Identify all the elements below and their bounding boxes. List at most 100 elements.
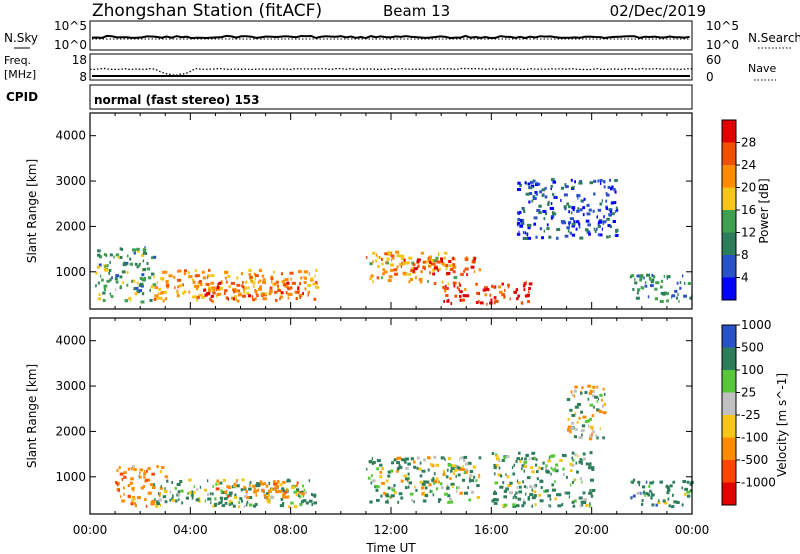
heatmap-cell [151, 272, 155, 276]
heatmap-cell [615, 206, 618, 210]
heatmap-cell [188, 275, 192, 279]
heatmap-cell [433, 266, 438, 270]
cpid-text: normal (fast stereo) 153 [94, 93, 260, 107]
heatmap-cell [285, 291, 288, 295]
heatmap-cell [123, 261, 126, 265]
heatmap-cell [445, 263, 449, 267]
heatmap-cell [533, 216, 538, 220]
heatmap-cell [451, 469, 453, 473]
heatmap-cell [459, 283, 462, 287]
heatmap-cell [245, 286, 248, 290]
heatmap-cell [527, 236, 532, 240]
heatmap-cell [594, 395, 598, 399]
heatmap-cell [597, 397, 600, 401]
heatmap-cell [400, 265, 403, 269]
heatmap-cell [103, 284, 108, 288]
heatmap-cell [496, 457, 500, 461]
heatmap-cell [654, 287, 658, 291]
heatmap-cell [289, 271, 294, 275]
heatmap-cell [381, 258, 383, 261]
heatmap-cell [194, 284, 197, 288]
heatmap-cell [469, 477, 471, 481]
heatmap-cell [273, 482, 277, 486]
heatmap-cell [195, 295, 197, 299]
heatmap-cell [416, 258, 421, 262]
heatmap-cell [371, 474, 373, 478]
heatmap-cell [96, 265, 101, 269]
heatmap-cell [274, 290, 278, 294]
heatmap-cell [369, 262, 373, 266]
heatmap-cell [562, 467, 565, 471]
heatmap-cell [252, 298, 255, 302]
heatmap-cell [452, 472, 455, 476]
heatmap-cell [147, 276, 152, 280]
heatmap-cell [369, 500, 373, 504]
beam-label: Beam 13 [383, 2, 450, 20]
heatmap-cell [243, 290, 246, 294]
heatmap-cell [286, 489, 289, 493]
heatmap-cell [430, 262, 434, 266]
heatmap-cell [314, 274, 316, 278]
heatmap-cell [517, 497, 522, 501]
heatmap-cell [254, 274, 259, 278]
heatmap-cell [681, 503, 684, 507]
heatmap-cell [531, 451, 536, 455]
heatmap-cell [415, 488, 418, 492]
colorbar-swatch [722, 437, 736, 460]
heatmap-cell [550, 466, 553, 470]
colorbar-swatch [722, 187, 736, 210]
heatmap-cell [538, 466, 542, 470]
heatmap-cell [550, 472, 552, 476]
heatmap-cell [614, 210, 617, 214]
heatmap-cell [400, 254, 405, 258]
heatmap-cell [580, 391, 583, 395]
heatmap-cell [498, 466, 501, 470]
heatmap-cell [256, 482, 259, 485]
heatmap-cell [402, 271, 407, 275]
heatmap-cell [287, 296, 290, 300]
y-tick-label: 4000 [55, 334, 86, 348]
heatmap-cell [491, 452, 495, 455]
heatmap-cell [297, 286, 300, 290]
heatmap-cell [531, 457, 536, 461]
noise-strip: N.Sky 10^5 10^0 10^5 10^0 N.Search [4, 19, 800, 52]
heatmap-cell [533, 456, 536, 460]
heatmap-cell [491, 284, 494, 288]
heatmap-cell [589, 434, 593, 438]
heatmap-cell [407, 462, 411, 466]
heatmap-cell [258, 287, 261, 291]
heatmap-cell [443, 256, 446, 260]
heatmap-cell [299, 282, 302, 286]
heatmap-cell [425, 480, 430, 484]
heatmap-cell [243, 485, 246, 489]
heatmap-cell [142, 259, 145, 263]
heatmap-cell [521, 457, 523, 461]
heatmap-cell [380, 494, 383, 498]
heatmap-cell [198, 293, 203, 297]
heatmap-cell [229, 491, 233, 495]
heatmap-cell [209, 492, 212, 496]
heatmap-cell [103, 288, 107, 292]
heatmap-cell [236, 276, 239, 280]
heatmap-cell [315, 269, 318, 272]
heatmap-cell [414, 485, 416, 489]
heatmap-cell [574, 405, 579, 409]
heatmap-cell [554, 480, 556, 484]
heatmap-cell [214, 503, 217, 507]
heatmap-cell [593, 227, 596, 231]
heatmap-cell [512, 496, 515, 500]
heatmap-cell [223, 292, 226, 296]
heatmap-cell [518, 490, 523, 494]
heatmap-cell [268, 289, 273, 293]
heatmap-cell [570, 390, 573, 394]
heatmap-cell [386, 261, 389, 265]
heatmap-cell [403, 258, 406, 262]
heatmap-cell [231, 296, 234, 300]
heatmap-cell [117, 483, 119, 487]
heatmap-cell [666, 276, 668, 280]
heatmap-cell [150, 502, 154, 506]
heatmap-cell [145, 252, 148, 255]
heatmap-cell [599, 393, 603, 397]
heatmap-cell [416, 466, 419, 470]
heatmap-cell [205, 282, 208, 286]
